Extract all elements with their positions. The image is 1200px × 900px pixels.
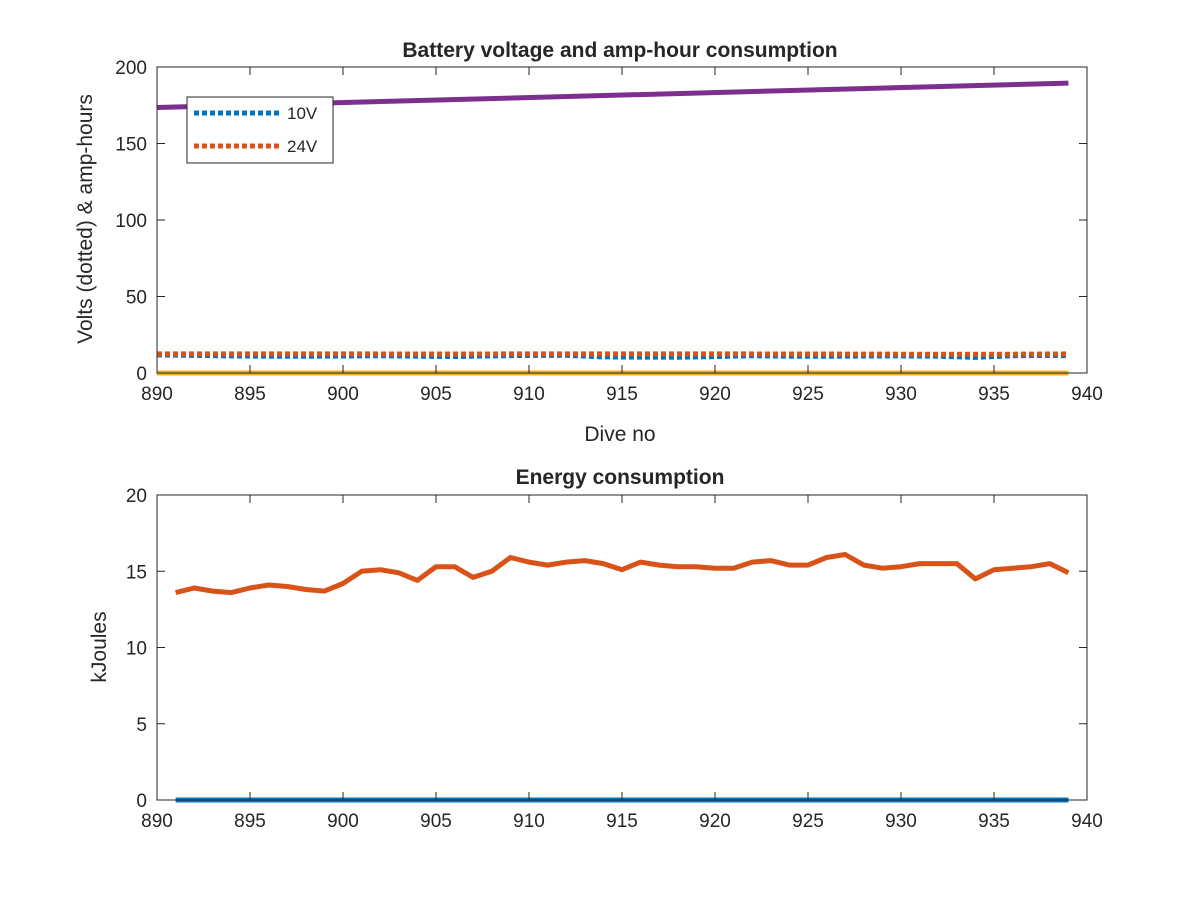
x-tick-label: 895	[234, 811, 266, 832]
y-tick-label: 150	[115, 135, 147, 156]
y-tick-label: 0	[136, 791, 147, 812]
x-tick-label: 910	[513, 384, 545, 405]
x-tick-label: 900	[327, 384, 359, 405]
x-tick-label: 905	[420, 811, 452, 832]
x-tick-label: 935	[978, 384, 1010, 405]
chart-title: Energy consumption	[516, 466, 725, 489]
legend: 10V 24V	[186, 96, 334, 164]
x-tick-label: 935	[978, 811, 1010, 832]
y-tick-label: 20	[126, 486, 147, 507]
voltage-amp-hour-chart: Battery voltage and amp-hour consumption…	[74, 39, 1103, 446]
x-tick-label: 925	[792, 384, 824, 405]
chart-title: Battery voltage and amp-hour consumption	[402, 39, 837, 62]
y-tick-label: 5	[136, 715, 147, 736]
x-tick-label: 920	[699, 811, 731, 832]
legend-label-24v: 24V	[287, 137, 318, 156]
x-tick-label: 930	[885, 811, 917, 832]
x-tick-label: 905	[420, 384, 452, 405]
x-axis-label: Dive no	[584, 423, 655, 446]
y-tick-label: 50	[126, 288, 147, 309]
legend-label-10v: 10V	[287, 104, 318, 123]
legend-box	[186, 96, 334, 164]
x-tick-label: 920	[699, 384, 731, 405]
x-tick-label: 895	[234, 384, 266, 405]
x-tick-label: 915	[606, 384, 638, 405]
series-line-1	[174, 552, 1070, 596]
x-tick-label: 890	[141, 384, 173, 405]
x-tick-label: 910	[513, 811, 545, 832]
y-tick-label: 15	[126, 562, 147, 583]
y-tick-label: 200	[115, 58, 147, 79]
tick-layer: 890 895 900 905 910 915 920 925 930 935 940 0 5 10 15 2…	[126, 486, 1103, 832]
x-tick-label: 940	[1071, 384, 1103, 405]
x-tick-label: 930	[885, 384, 917, 405]
tick-layer: 890 895 900 905 910 915 920 925 930 935 940 0 50 100 1…	[115, 58, 1103, 405]
energy-consumption-chart: Energy consumption kJoules 890 895 900 905 9…	[88, 466, 1103, 832]
y-axis-label: kJoules	[88, 611, 111, 682]
x-tick-label: 940	[1071, 811, 1103, 832]
y-tick-label: 10	[126, 639, 147, 660]
x-tick-label: 890	[141, 811, 173, 832]
y-tick-label: 0	[136, 364, 147, 385]
x-tick-label: 900	[327, 811, 359, 832]
y-axis-label: Volts (dotted) & amp-hours	[74, 94, 97, 344]
y-tick-label: 100	[115, 211, 147, 232]
x-tick-label: 925	[792, 811, 824, 832]
x-tick-label: 915	[606, 811, 638, 832]
